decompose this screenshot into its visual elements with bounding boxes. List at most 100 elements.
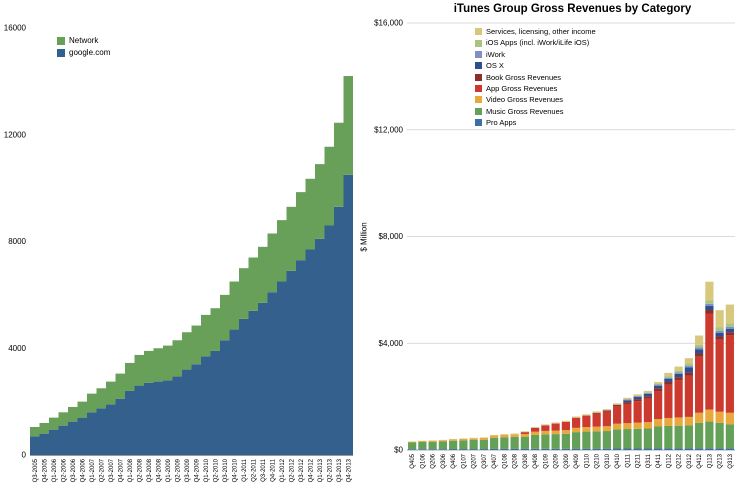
legend-item: Book Gross Revenues — [475, 73, 596, 82]
bar-segment — [163, 345, 173, 381]
x-tick-label: Q411 — [656, 453, 662, 468]
x-tick-label: Q206 — [431, 453, 437, 468]
bar-segment — [705, 300, 714, 304]
bar-segment — [695, 448, 704, 450]
bar-segment — [725, 335, 734, 413]
bar-segment — [654, 448, 663, 450]
bar-segment — [220, 294, 230, 341]
bar-segment — [134, 354, 144, 386]
x-tick-label: Q210 — [595, 453, 601, 468]
y-tick-label: $4,000 — [379, 339, 404, 348]
bar-segment — [664, 384, 673, 418]
bar-segment — [510, 436, 519, 449]
bar-segment — [633, 399, 642, 402]
legend-label: Book Gross Revenues — [486, 72, 562, 82]
x-tick-label: Q310 — [605, 453, 611, 468]
bar-segment — [469, 449, 478, 450]
bar-segment — [520, 431, 529, 433]
legend-label: google.com — [69, 48, 111, 57]
bar-segment — [582, 448, 591, 450]
bar-segment — [438, 440, 447, 442]
x-tick-label: Q1-2011 — [242, 458, 248, 482]
bar-segment — [602, 410, 611, 412]
bar-segment — [220, 340, 230, 455]
bar-segment — [643, 392, 652, 394]
bar-segment — [643, 428, 652, 449]
bar-segment — [315, 164, 325, 239]
bar-segment — [715, 327, 724, 331]
legend-swatch — [475, 85, 482, 93]
bar-segment — [182, 332, 192, 370]
bar-segment — [695, 347, 704, 350]
bar-segment — [623, 399, 632, 401]
legend-item: Network — [57, 36, 110, 46]
x-tick-label: Q207 — [472, 453, 478, 468]
bar-segment — [469, 438, 478, 440]
bar-segment — [654, 385, 663, 389]
bar-segment — [674, 372, 683, 374]
bar-segment — [725, 424, 734, 449]
x-tick-label: Q313 — [728, 453, 734, 468]
bar-segment — [623, 423, 632, 430]
bar-segment — [343, 76, 353, 175]
bar-segment — [684, 365, 693, 368]
legend-item: google.com — [57, 48, 110, 58]
bar-segment — [592, 448, 601, 450]
bar-segment — [201, 356, 211, 455]
bar-segment — [277, 220, 287, 282]
bar-segment — [286, 206, 296, 271]
bar-segment — [510, 448, 519, 450]
bar-segment — [623, 402, 632, 404]
bar-segment — [144, 382, 154, 455]
bar-segment — [582, 415, 591, 428]
bar-segment — [613, 423, 622, 430]
bar-segment — [248, 257, 258, 311]
x-tick-label: Q309 — [564, 453, 570, 468]
bar-segment — [561, 433, 570, 449]
x-tick-label: Q312 — [687, 453, 693, 468]
bar-segment — [449, 440, 458, 450]
x-tick-label: Q3-2006 — [71, 458, 77, 482]
bar-segment — [664, 376, 673, 378]
bar-segment — [551, 434, 560, 449]
bar-segment — [715, 332, 724, 337]
bar-segment — [479, 439, 488, 450]
bar-segment — [705, 448, 714, 450]
x-tick-label: Q3-2007 — [109, 458, 115, 482]
bar-segment — [531, 448, 540, 450]
y-tick-label: 16000 — [4, 24, 27, 33]
bar-segment — [77, 417, 87, 455]
bar-segment — [39, 433, 49, 455]
traffic-stacked-chart: 16000 12000 8000 4000 0 Q3-2005 Q4-2005 Q1-2006… — [0, 0, 355, 502]
x-tick-label: Q2-2007 — [99, 458, 105, 482]
bar-segment — [531, 427, 540, 428]
legend-label: Video Gross Revenues — [486, 95, 563, 105]
bar-segment — [520, 433, 529, 437]
bar-segment — [592, 431, 601, 449]
bar-segment — [134, 385, 144, 455]
legend-swatch — [475, 119, 482, 127]
bar-segment — [531, 427, 540, 432]
legend-label: OS X — [486, 61, 504, 71]
bar-segment — [428, 440, 437, 442]
legend-label: App Gross Revenues — [486, 83, 558, 93]
x-tick-label: Q212 — [677, 453, 683, 468]
x-tick-label: Q1-2010 — [204, 458, 210, 482]
x-tick-label: Q307 — [482, 453, 488, 468]
bar-segment — [561, 430, 570, 434]
x-tick-label: Q2-2010 — [213, 458, 219, 482]
bar-segment — [561, 421, 570, 431]
legend-item: App Gross Revenues — [475, 84, 596, 93]
bar-segment — [633, 422, 642, 429]
bar-segment — [654, 419, 663, 427]
bar-segment — [408, 449, 417, 450]
x-tick-label: Q412 — [697, 453, 703, 468]
bar-segment — [674, 425, 683, 449]
bar-segment — [510, 434, 519, 437]
bar-segment — [654, 426, 663, 449]
bar-segment — [438, 441, 447, 450]
bar-segment — [418, 441, 427, 442]
bar-segment — [239, 318, 249, 455]
bar-segment — [674, 417, 683, 426]
bar-segment — [674, 366, 683, 371]
